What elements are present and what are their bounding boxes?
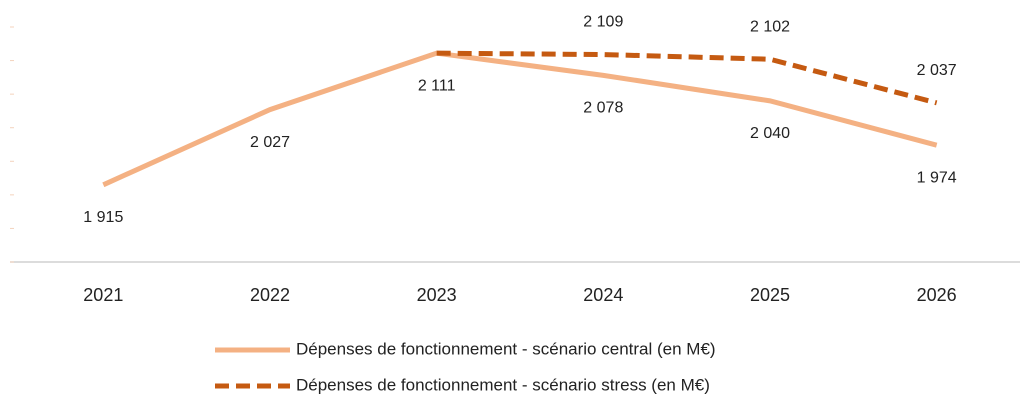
- legend-label: Dépenses de fonctionnement - scénario ce…: [296, 339, 716, 358]
- data-label: 2 109: [583, 14, 623, 31]
- data-label: 2 040: [750, 125, 790, 142]
- data-label: 2 102: [750, 18, 790, 35]
- x-tick-label: 2026: [917, 285, 957, 305]
- x-tick-label: 2024: [583, 285, 623, 305]
- legend-label: Dépenses de fonctionnement - scénario st…: [296, 375, 710, 394]
- data-label: 1 915: [83, 209, 123, 226]
- data-label: 2 111: [418, 77, 456, 94]
- data-label: 2 027: [250, 134, 290, 151]
- data-label: 1 974: [917, 169, 957, 186]
- series-line: [102, 50, 938, 188]
- data-label: 2 078: [583, 100, 623, 117]
- x-tick-label: 2025: [750, 285, 790, 305]
- data-label: 2 037: [917, 62, 957, 79]
- x-tick-label: 2021: [83, 285, 123, 305]
- x-tick-label: 2022: [250, 285, 290, 305]
- x-tick-label: 2023: [417, 285, 457, 305]
